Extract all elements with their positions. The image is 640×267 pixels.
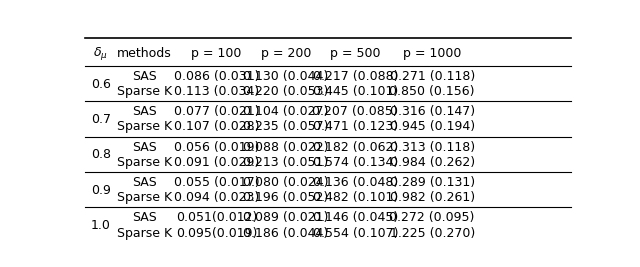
- Text: 0.213 (0.051): 0.213 (0.051): [243, 156, 328, 169]
- Text: 1.0: 1.0: [91, 219, 111, 232]
- Text: 0.445 (0.101): 0.445 (0.101): [313, 85, 398, 98]
- Text: 0.313 (0.118): 0.313 (0.118): [390, 141, 475, 154]
- Text: 0.574 (0.134): 0.574 (0.134): [313, 156, 398, 169]
- Text: 0.086 (0.031): 0.086 (0.031): [173, 70, 259, 83]
- Text: Sparse K: Sparse K: [117, 156, 172, 169]
- Text: 0.984 (0.262): 0.984 (0.262): [390, 156, 475, 169]
- Text: Sparse K: Sparse K: [117, 120, 172, 134]
- Text: 0.182 (0.062): 0.182 (0.062): [313, 141, 398, 154]
- Text: 0.220 (0.053): 0.220 (0.053): [243, 85, 328, 98]
- Text: 0.136 (0.048): 0.136 (0.048): [313, 176, 398, 189]
- Text: 0.207 (0.085): 0.207 (0.085): [312, 105, 398, 118]
- Text: p = 100: p = 100: [191, 47, 241, 60]
- Text: 0.471 (0.123): 0.471 (0.123): [313, 120, 398, 134]
- Text: 0.056 (0.019): 0.056 (0.019): [173, 141, 259, 154]
- Text: 0.113 (0.034): 0.113 (0.034): [174, 85, 259, 98]
- Text: 0.091 (0.029): 0.091 (0.029): [174, 156, 259, 169]
- Text: 0.7: 0.7: [91, 113, 111, 126]
- Text: 0.6: 0.6: [91, 77, 111, 91]
- Text: 0.850 (0.156): 0.850 (0.156): [389, 85, 475, 98]
- Text: 0.945 (0.194): 0.945 (0.194): [390, 120, 475, 134]
- Text: 0.289 (0.131): 0.289 (0.131): [390, 176, 475, 189]
- Text: 0.089 (0.021): 0.089 (0.021): [243, 211, 328, 224]
- Text: 0.051(0.012): 0.051(0.012): [176, 211, 257, 224]
- Text: p = 200: p = 200: [260, 47, 311, 60]
- Text: 0.130 (0.044): 0.130 (0.044): [243, 70, 328, 83]
- Text: 0.104 (0.027): 0.104 (0.027): [243, 105, 328, 118]
- Text: 0.271 (0.118): 0.271 (0.118): [390, 70, 475, 83]
- Text: p = 500: p = 500: [330, 47, 381, 60]
- Text: SAS: SAS: [132, 176, 157, 189]
- Text: SAS: SAS: [132, 211, 157, 224]
- Text: 0.095(0.019): 0.095(0.019): [176, 226, 257, 239]
- Text: 0.554 (0.107): 0.554 (0.107): [312, 226, 398, 239]
- Text: 0.196 (0.052): 0.196 (0.052): [243, 191, 328, 204]
- Text: 0.107 (0.028): 0.107 (0.028): [173, 120, 259, 134]
- Text: Sparse K: Sparse K: [117, 85, 172, 98]
- Text: p = 1000: p = 1000: [403, 47, 461, 60]
- Text: 0.316 (0.147): 0.316 (0.147): [390, 105, 475, 118]
- Text: 0.272 (0.095): 0.272 (0.095): [390, 211, 475, 224]
- Text: methods: methods: [117, 47, 172, 60]
- Text: 0.217 (0.088): 0.217 (0.088): [312, 70, 398, 83]
- Text: 0.982 (0.261): 0.982 (0.261): [390, 191, 475, 204]
- Text: SAS: SAS: [132, 141, 157, 154]
- Text: 0.482 (0.101): 0.482 (0.101): [313, 191, 398, 204]
- Text: Sparse K: Sparse K: [117, 191, 172, 204]
- Text: 0.080 (0.024): 0.080 (0.024): [243, 176, 328, 189]
- Text: SAS: SAS: [132, 70, 157, 83]
- Text: $\delta_\mu$: $\delta_\mu$: [93, 45, 108, 62]
- Text: 0.077 (0.021): 0.077 (0.021): [173, 105, 259, 118]
- Text: SAS: SAS: [132, 105, 157, 118]
- Text: Sparse K: Sparse K: [117, 226, 172, 239]
- Text: 0.235 (0.057): 0.235 (0.057): [243, 120, 328, 134]
- Text: 0.088 (0.022): 0.088 (0.022): [243, 141, 328, 154]
- Text: 0.186 (0.044): 0.186 (0.044): [243, 226, 328, 239]
- Text: 0.8: 0.8: [91, 148, 111, 161]
- Text: 1.225 (0.270): 1.225 (0.270): [390, 226, 475, 239]
- Text: 0.9: 0.9: [91, 184, 111, 197]
- Text: 0.094 (0.023): 0.094 (0.023): [174, 191, 259, 204]
- Text: 0.146 (0.045): 0.146 (0.045): [313, 211, 398, 224]
- Text: 0.055 (0.017): 0.055 (0.017): [173, 176, 259, 189]
